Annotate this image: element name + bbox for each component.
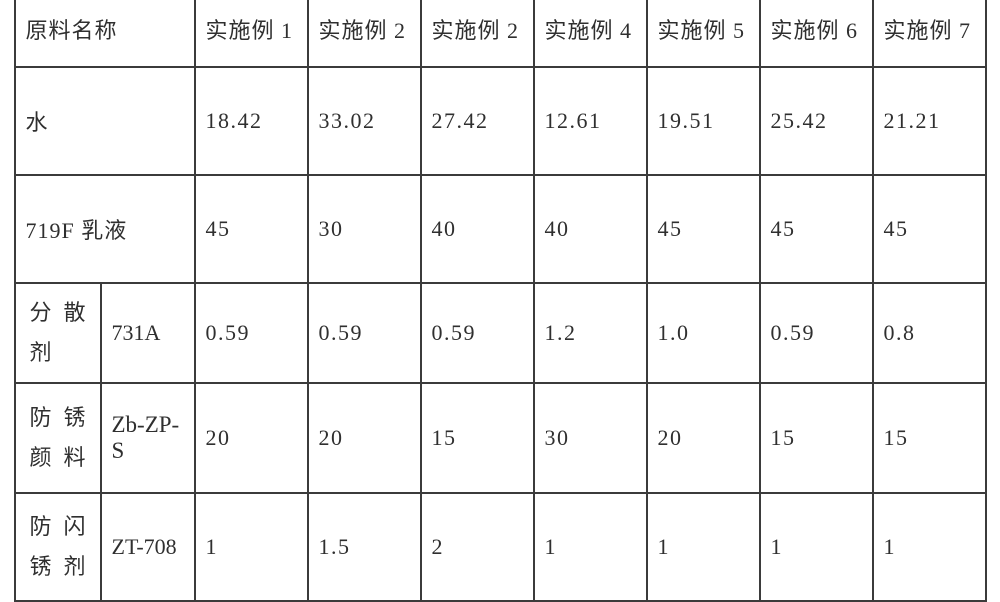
- row-sub-label: ZT-708: [101, 493, 195, 601]
- cell: 30: [534, 383, 647, 493]
- cell: 1: [873, 493, 986, 601]
- cell: 21.21: [873, 67, 986, 175]
- cell: 40: [534, 175, 647, 283]
- table-row: 防锈颜料 Zb-ZP-S 20 20 15 30 20 15 15: [15, 383, 986, 493]
- cell: 15: [421, 383, 534, 493]
- table-row: 719F 乳液 45 30 40 40 45 45 45: [15, 175, 986, 283]
- header-col: 实施例 2: [421, 0, 534, 67]
- row-sub-label: Zb-ZP-S: [101, 383, 195, 493]
- table-row: 水 18.42 33.02 27.42 12.61 19.51 25.42 21…: [15, 67, 986, 175]
- cell: 45: [873, 175, 986, 283]
- cell: 1: [534, 493, 647, 601]
- cell: 33.02: [308, 67, 421, 175]
- cell: 2: [421, 493, 534, 601]
- header-col: 实施例 5: [647, 0, 760, 67]
- table-row: 防闪锈剂 ZT-708 1 1.5 2 1 1 1 1: [15, 493, 986, 601]
- row-sub-label: 731A: [101, 283, 195, 383]
- header-col: 实施例 2: [308, 0, 421, 67]
- header-col: 实施例 4: [534, 0, 647, 67]
- table-header-row: 原料名称 实施例 1 实施例 2 实施例 2 实施例 4 实施例 5 实施例 6…: [15, 0, 986, 67]
- cell: 1.0: [647, 283, 760, 383]
- row-group-label: 防闪锈剂: [15, 493, 101, 601]
- row-group-label: 分散剂: [15, 283, 101, 383]
- cell: 15: [760, 383, 873, 493]
- table-row: 分散剂 731A 0.59 0.59 0.59 1.2 1.0 0.59 0.8: [15, 283, 986, 383]
- cell: 20: [647, 383, 760, 493]
- cell: 18.42: [195, 67, 308, 175]
- row-group-label: 防锈颜料: [15, 383, 101, 493]
- cell: 45: [195, 175, 308, 283]
- row-label: 719F 乳液: [15, 175, 195, 283]
- cell: 27.42: [421, 67, 534, 175]
- table-container: 原料名称 实施例 1 实施例 2 实施例 2 实施例 4 实施例 5 实施例 6…: [0, 0, 1000, 592]
- cell: 1.2: [534, 283, 647, 383]
- cell: 12.61: [534, 67, 647, 175]
- header-col: 实施例 6: [760, 0, 873, 67]
- cell: 20: [308, 383, 421, 493]
- cell: 0.59: [760, 283, 873, 383]
- cell: 30: [308, 175, 421, 283]
- cell: 1.5: [308, 493, 421, 601]
- materials-table: 原料名称 实施例 1 实施例 2 实施例 2 实施例 4 实施例 5 实施例 6…: [14, 0, 987, 602]
- header-col: 实施例 7: [873, 0, 986, 67]
- header-first-cell: 原料名称: [15, 0, 195, 67]
- header-col: 实施例 1: [195, 0, 308, 67]
- cell: 0.59: [195, 283, 308, 383]
- cell: 40: [421, 175, 534, 283]
- cell: 25.42: [760, 67, 873, 175]
- cell: 0.59: [421, 283, 534, 383]
- cell: 0.59: [308, 283, 421, 383]
- cell: 0.8: [873, 283, 986, 383]
- cell: 19.51: [647, 67, 760, 175]
- row-label: 水: [15, 67, 195, 175]
- cell: 1: [760, 493, 873, 601]
- cell: 15: [873, 383, 986, 493]
- cell: 45: [760, 175, 873, 283]
- cell: 1: [195, 493, 308, 601]
- cell: 1: [647, 493, 760, 601]
- cell: 45: [647, 175, 760, 283]
- cell: 20: [195, 383, 308, 493]
